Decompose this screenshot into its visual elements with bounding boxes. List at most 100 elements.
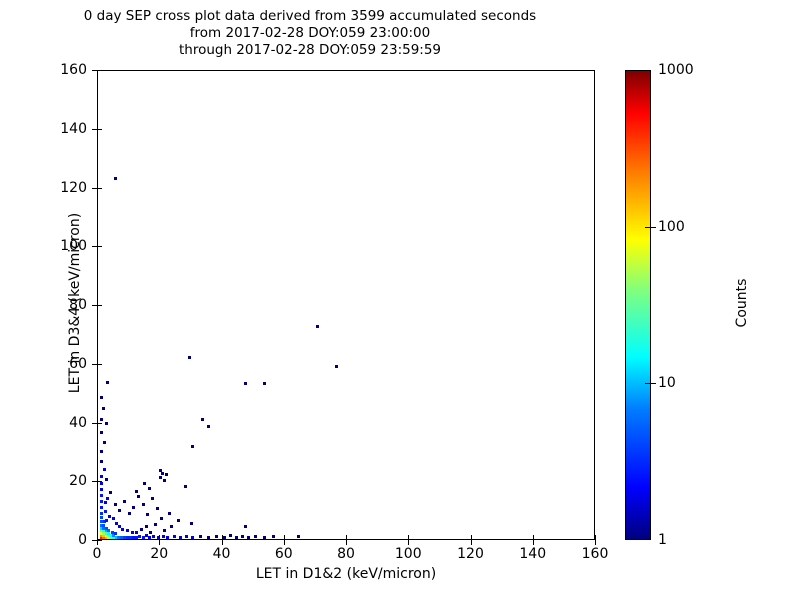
y-axis-tick (92, 187, 97, 189)
data-point (244, 382, 248, 386)
data-point (135, 489, 139, 493)
data-point (104, 526, 108, 530)
data-point (272, 535, 276, 539)
x-axis-tick (346, 535, 347, 540)
data-point (262, 535, 266, 539)
data-point (140, 527, 144, 531)
data-point (130, 530, 134, 534)
data-point (108, 491, 112, 494)
x-axis-tick-label: 80 (337, 546, 355, 562)
data-point (102, 529, 106, 533)
data-point (104, 510, 108, 514)
y-axis-tick-label: 0 (78, 532, 87, 548)
x-axis-tick (532, 535, 534, 540)
x-axis-tick-label: 60 (274, 546, 293, 562)
data-point (104, 536, 108, 539)
x-axis-tick-label: 140 (519, 546, 547, 562)
data-point (143, 482, 147, 486)
y-axis-tick-label: 140 (60, 120, 87, 137)
data-point (118, 524, 122, 528)
data-point (106, 380, 110, 384)
x-axis-tick (346, 540, 347, 545)
y-axis-tick (92, 481, 97, 483)
data-point (99, 526, 103, 530)
data-point (102, 520, 106, 524)
data-point (161, 535, 165, 539)
y-axis-tick (97, 187, 102, 189)
data-point (100, 482, 104, 486)
data-point (136, 495, 140, 499)
data-point (150, 496, 154, 500)
data-point (315, 325, 319, 329)
data-point (109, 533, 113, 537)
colorbar-tick (651, 226, 656, 228)
data-point (189, 521, 193, 525)
data-point (100, 460, 104, 464)
data-point (121, 527, 125, 531)
data-point (144, 524, 148, 528)
data-point (111, 530, 115, 534)
data-point (100, 449, 104, 453)
data-point (107, 529, 111, 533)
data-point (158, 468, 162, 472)
data-point (115, 521, 119, 525)
data-point (206, 424, 210, 428)
colorbar (625, 70, 651, 540)
data-point (129, 535, 133, 539)
data-point (183, 485, 187, 489)
data-point (100, 417, 104, 421)
data-point (102, 531, 106, 535)
x-axis-tick (408, 535, 410, 540)
data-point (178, 535, 182, 539)
data-point (144, 534, 148, 538)
data-point (102, 524, 106, 528)
data-point (135, 535, 139, 539)
y-axis-tick (97, 481, 102, 483)
x-axis-tick (97, 535, 98, 540)
y-axis-tick-label: 120 (60, 179, 87, 196)
y-axis-tick (97, 246, 102, 248)
colorbar-gradient (625, 70, 651, 540)
data-point (118, 508, 122, 512)
data-point (99, 529, 103, 533)
x-axis-tick (221, 540, 223, 545)
x-axis-title: LET in D1&2 (keV/micron) (255, 566, 437, 582)
data-point (100, 505, 104, 509)
data-point (99, 536, 103, 539)
x-axis-tick (97, 540, 98, 545)
data-point (244, 524, 248, 528)
data-point (126, 535, 129, 539)
data-point (100, 488, 104, 492)
data-point (99, 531, 103, 535)
colorbar-tick (645, 226, 650, 228)
data-point (104, 531, 108, 535)
data-point (163, 529, 167, 533)
x-axis-tick-label: 20 (150, 546, 169, 562)
data-point (164, 473, 168, 477)
data-point (100, 511, 104, 515)
data-point (172, 535, 176, 539)
data-point (100, 493, 104, 497)
data-point (122, 499, 126, 503)
y-axis-tick-label: 20 (69, 473, 87, 490)
x-axis-tick (470, 535, 472, 540)
data-point (102, 441, 106, 445)
data-point (166, 535, 170, 539)
data-point (222, 535, 226, 539)
chart-title-line-3: through 2017-02-28 DOY:059 23:59:59 (178, 42, 442, 58)
data-point (119, 536, 123, 539)
data-point (334, 364, 338, 368)
data-point (158, 476, 162, 480)
data-point (138, 535, 142, 539)
y-axis-tick (97, 540, 102, 541)
data-point (113, 532, 117, 536)
data-point (191, 535, 195, 539)
data-point (102, 526, 106, 530)
data-point (141, 535, 145, 539)
data-point (177, 518, 181, 522)
data-point (102, 407, 106, 411)
chart-title: 0 day SEP cross plot data derived from 3… (0, 8, 620, 59)
x-axis-tick-label: 100 (394, 546, 422, 562)
y-axis-tick-label: 80 (69, 297, 87, 313)
data-point (154, 523, 158, 527)
